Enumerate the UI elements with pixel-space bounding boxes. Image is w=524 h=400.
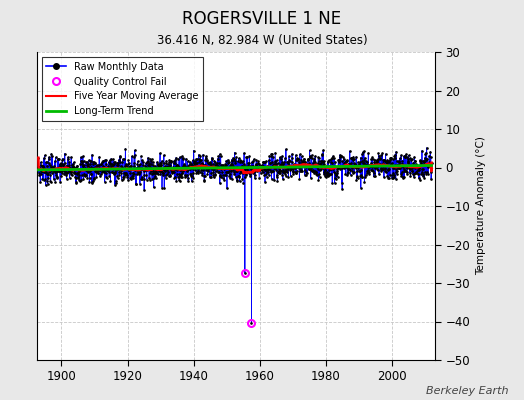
- Text: Berkeley Earth: Berkeley Earth: [426, 386, 508, 396]
- Legend: Raw Monthly Data, Quality Control Fail, Five Year Moving Average, Long-Term Tren: Raw Monthly Data, Quality Control Fail, …: [41, 57, 203, 121]
- Y-axis label: Temperature Anomaly (°C): Temperature Anomaly (°C): [476, 136, 486, 276]
- Text: 36.416 N, 82.984 W (United States): 36.416 N, 82.984 W (United States): [157, 34, 367, 47]
- Text: ROGERSVILLE 1 NE: ROGERSVILLE 1 NE: [182, 10, 342, 28]
